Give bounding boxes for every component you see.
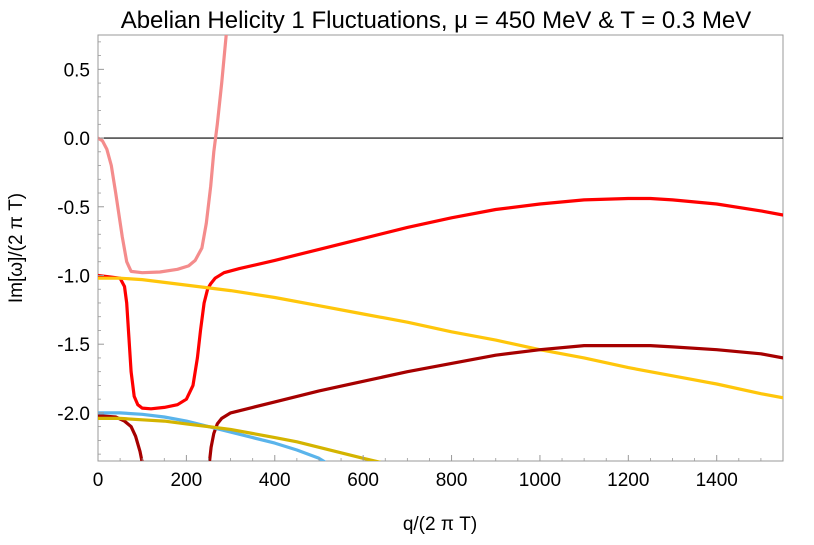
y-tick-label: -1.5 xyxy=(57,335,90,356)
x-tick-label: 0 xyxy=(93,470,104,491)
series-line-0 xyxy=(98,35,228,275)
y-tick-label: 0.5 xyxy=(64,60,90,81)
x-tick-label: 1400 xyxy=(696,470,738,491)
y-tick-label: -1.0 xyxy=(57,266,90,287)
y-tick-label: -0.5 xyxy=(57,198,90,219)
x-tick-label: 200 xyxy=(171,470,203,491)
x-axis-label: q/(2 π T) xyxy=(403,514,477,535)
series-line-6 xyxy=(98,416,382,461)
series-line-3 xyxy=(98,414,144,461)
series-line-4 xyxy=(207,344,783,461)
x-tick-label: 1200 xyxy=(607,470,649,491)
x-tick-label: 600 xyxy=(347,470,379,491)
y-tick-label: 0.0 xyxy=(64,129,90,150)
y-tick-label: -2.0 xyxy=(57,404,90,425)
series-line-2 xyxy=(98,276,783,400)
x-tick-label: 800 xyxy=(436,470,468,491)
y-axis-label: Im[ω]/(2 π T) xyxy=(6,193,27,303)
x-tick-label: 400 xyxy=(259,470,291,491)
chart-title: Abelian Helicity 1 Fluctuations, μ = 450… xyxy=(121,7,752,34)
x-tick-label: 1000 xyxy=(519,470,561,491)
